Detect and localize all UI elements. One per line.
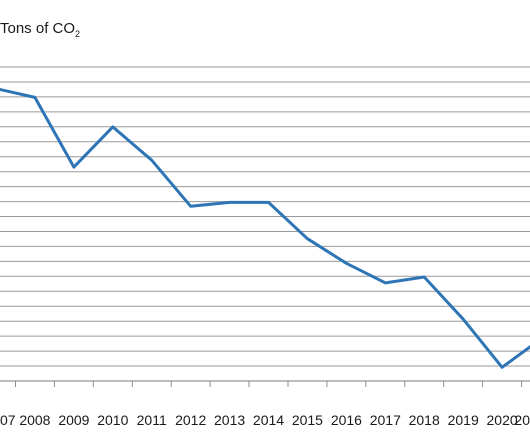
- grid-lines: [0, 66, 530, 367]
- x-tick-label: 2013: [214, 412, 245, 428]
- x-axis-tick-labels: 07 2008 2009 2010 2011 2012 2013 2014 2015 2016 20…: [0, 412, 530, 428]
- x-tick-label: 2011: [137, 412, 167, 428]
- x-tick-label: 07: [0, 412, 16, 428]
- series-line: [0, 87, 530, 369]
- y-axis-title-main: Tons of CO: [0, 20, 75, 37]
- x-tick-label: 2010: [97, 412, 128, 428]
- x-tick-label: 2018: [409, 412, 440, 428]
- x-tick-label: 2014: [253, 412, 284, 428]
- y-axis-title-subscript: 2: [75, 29, 80, 39]
- x-tick-label: 2019: [448, 412, 479, 428]
- x-axis-ticks: [15, 381, 523, 387]
- series-group: [0, 87, 530, 369]
- x-tick-label: 2012: [175, 412, 206, 428]
- x-tick-label: 2017: [370, 412, 401, 428]
- x-tick-label: 2009: [58, 412, 89, 428]
- x-tick-label: 20: [514, 412, 530, 428]
- x-tick-label: 2015: [292, 412, 323, 428]
- x-tick-label: 2008: [19, 412, 50, 428]
- x-tick-label: 2016: [331, 412, 362, 428]
- x-tick-label: 2020: [487, 412, 518, 428]
- y-axis-title: Tons of CO2: [0, 20, 80, 39]
